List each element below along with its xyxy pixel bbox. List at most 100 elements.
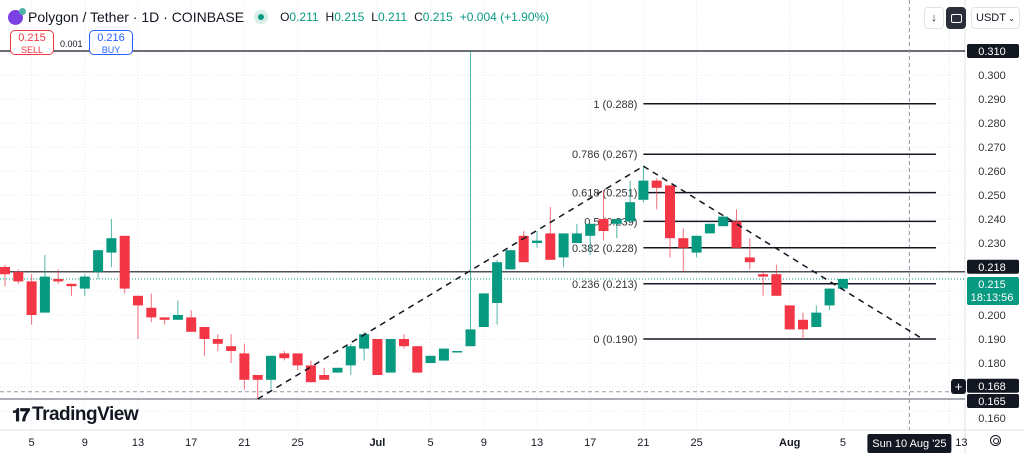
candle-body: [718, 216, 729, 227]
candle: [598, 190, 609, 241]
ohlc-open: O0.211: [280, 10, 318, 24]
candle: [146, 293, 157, 323]
candle: [106, 219, 117, 267]
candle: [372, 339, 383, 375]
fullscreen-button[interactable]: [946, 7, 966, 29]
candle: [731, 209, 742, 248]
candle-body: [425, 355, 436, 363]
candle-body: [784, 305, 795, 330]
candle: [305, 360, 316, 383]
time-axis-label: Jul: [369, 437, 385, 449]
fib-level-label: 1 (0.288): [593, 99, 637, 111]
candle: [492, 259, 503, 325]
candle-body: [771, 274, 782, 296]
candle-body: [106, 238, 117, 253]
candle: [79, 274, 90, 296]
candle-body: [678, 238, 689, 248]
candle-body: [53, 279, 64, 282]
time-axis-label: 9: [481, 437, 487, 449]
candle-body: [332, 367, 343, 373]
candle: [425, 355, 436, 363]
crosshair-date-label: Sun 10 Aug '25: [872, 438, 946, 450]
currency-select[interactable]: USDT ⌄: [971, 7, 1020, 29]
candle-body: [438, 348, 449, 361]
candle-body: [492, 262, 503, 303]
candle: [93, 250, 104, 279]
candle: [226, 334, 237, 363]
candle-body: [478, 293, 489, 327]
candle: [718, 216, 729, 227]
ohlc-high: H0.215: [326, 10, 365, 24]
candle: [319, 367, 330, 380]
candle-body: [558, 233, 569, 258]
candle: [332, 367, 343, 373]
candle: [465, 51, 476, 347]
crosshair-price-label: 0.168: [978, 381, 1006, 393]
candle: [784, 305, 795, 330]
crosshair-date-badge: [867, 434, 952, 453]
low-label: L: [371, 10, 378, 24]
candle-body: [638, 180, 649, 200]
candle-body: [811, 312, 822, 327]
crosshair-price-badge: [967, 378, 1019, 393]
candle: [771, 264, 782, 296]
candle-body: [452, 351, 463, 353]
buy-button[interactable]: 0.216 BUY: [89, 30, 133, 55]
candle: [359, 331, 370, 361]
candle: [345, 343, 356, 375]
tradingview-logo[interactable]: 𝟏𝟕 TradingView: [12, 404, 139, 426]
candle-body: [744, 257, 755, 263]
candle: [824, 288, 835, 311]
candle-body: [212, 339, 223, 344]
candle-body: [119, 235, 130, 289]
candle-body: [146, 307, 157, 318]
price-axis-label: 0.200: [978, 310, 1006, 322]
candle: [611, 219, 622, 239]
buy-price: 0.216: [97, 32, 125, 44]
time-axis-label: 21: [238, 437, 250, 449]
candle: [558, 233, 569, 267]
buy-label: BUY: [101, 45, 121, 55]
candle: [279, 351, 290, 361]
candle: [665, 185, 675, 258]
time-axis-label: 5: [840, 437, 846, 449]
candle-body: [0, 267, 10, 275]
ohlc-close: C0.215: [414, 10, 453, 24]
price-axis-label: 0.160: [978, 413, 1006, 425]
candle-body: [372, 339, 383, 375]
candle-body: [26, 281, 37, 315]
open-label: O: [280, 10, 290, 24]
settings-gear-icon[interactable]: [990, 435, 1001, 446]
candle: [239, 343, 250, 390]
candle-body: [345, 346, 356, 366]
sell-label: SELL: [20, 45, 44, 55]
last-price-badge: [967, 277, 1019, 305]
candle: [532, 231, 542, 248]
candle: [651, 178, 662, 210]
candle-body: [704, 223, 715, 234]
close-label: C: [414, 10, 423, 24]
candle-body: [133, 295, 143, 306]
time-axis-label: 5: [29, 437, 35, 449]
tradingview-mark-icon: 𝟏𝟕: [12, 404, 30, 425]
price-axis-label: 0.280: [978, 118, 1006, 130]
candle-body: [226, 346, 237, 351]
candle: [678, 228, 689, 272]
candle-body: [305, 365, 316, 383]
candle: [26, 274, 37, 325]
candle-body: [412, 346, 423, 373]
symbol-title[interactable]: Polygon / Tether · 1D · COINBASE: [28, 9, 245, 25]
sell-button[interactable]: 0.215 SELL: [10, 30, 54, 55]
add-alert-plus-button[interactable]: +: [951, 379, 966, 394]
fib-level-label: 0.382 (0.228): [572, 243, 637, 255]
candle-body: [279, 353, 290, 359]
arrow-down-icon: ↓: [931, 12, 937, 24]
high-value: 0.215: [334, 10, 365, 24]
candle: [266, 355, 276, 390]
candle-body: [651, 180, 662, 188]
candle-body: [292, 353, 303, 366]
download-button[interactable]: ↓: [924, 7, 944, 29]
candle: [66, 283, 77, 296]
price-axis-label: 0.270: [978, 142, 1006, 154]
